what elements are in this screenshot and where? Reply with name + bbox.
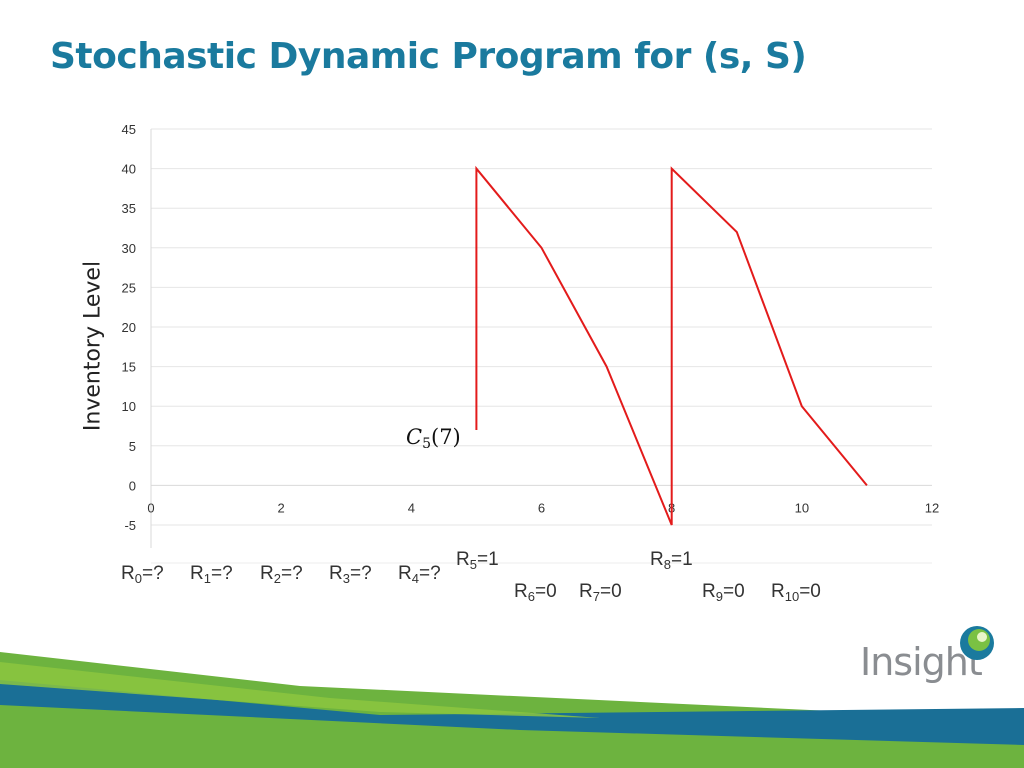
x-tick-label: 12 xyxy=(925,500,939,515)
cost-arg: (7) xyxy=(431,425,461,449)
r-label-value: =1 xyxy=(670,549,693,570)
r-label-subscript: 4 xyxy=(411,571,419,586)
r-label-base: R xyxy=(771,581,785,602)
r-label-base: R xyxy=(190,563,204,584)
r-label-base: R xyxy=(121,563,135,584)
insight-logo-icon xyxy=(960,626,994,660)
r-label-subscript: 7 xyxy=(592,589,600,604)
r-label-subscript: 5 xyxy=(469,557,477,572)
r-label-value: =0 xyxy=(599,581,622,602)
x-tick-label: 6 xyxy=(538,500,545,515)
r-label-subscript: 8 xyxy=(663,557,671,572)
r-label-subscript: 2 xyxy=(273,571,281,586)
footer-blue-band xyxy=(0,680,1024,745)
r-label-base: R xyxy=(260,563,274,584)
r-label-value: =0 xyxy=(799,581,821,602)
y-tick-label: -5 xyxy=(124,518,136,533)
cost-symbol: C xyxy=(406,425,423,449)
footer-swoosh xyxy=(0,652,1024,768)
r-label-value: =1 xyxy=(476,549,499,570)
x-tick-label: 4 xyxy=(408,500,415,515)
y-tick-label: 45 xyxy=(122,122,136,137)
axes xyxy=(150,129,932,564)
r-label-4: R4=? xyxy=(398,563,441,586)
footer-green-band xyxy=(0,652,1024,768)
r-label-base: R xyxy=(329,563,343,584)
r-label-subscript: 6 xyxy=(527,589,535,604)
x-tick-label: 10 xyxy=(795,500,809,515)
r-label-10: R10=0 xyxy=(771,581,821,604)
r-label-subscript: 1 xyxy=(203,571,211,586)
y-tick-label: 20 xyxy=(122,320,136,335)
r-label-base: R xyxy=(702,581,716,602)
r-label-base: R xyxy=(579,581,593,602)
r-label-5: R5=1 xyxy=(456,549,499,572)
y-tick-label: 10 xyxy=(122,399,136,414)
r-label-subscript: 9 xyxy=(715,589,723,604)
y-tick-label: 40 xyxy=(122,162,136,177)
r-label-value: =? xyxy=(349,563,372,584)
r-label-value: =? xyxy=(141,563,164,584)
r-label-6: R6=0 xyxy=(514,581,557,604)
y-tick-label: 15 xyxy=(122,360,136,375)
r-label-2: R2=? xyxy=(260,563,303,586)
r-label-base: R xyxy=(514,581,528,602)
x-tick-label: 2 xyxy=(278,500,285,515)
r-label-subscript: 3 xyxy=(342,571,350,586)
r-label-base: R xyxy=(650,549,664,570)
r-label-9: R9=0 xyxy=(702,581,745,604)
r-label-value: =? xyxy=(210,563,233,584)
y-axis-label: Inventory Level xyxy=(80,260,106,432)
r-label-7: R7=0 xyxy=(579,581,622,604)
y-tick-label: 25 xyxy=(122,280,136,295)
y-tick-label: 0 xyxy=(129,478,136,493)
cost-subscript: 5 xyxy=(422,436,431,452)
r-label-0: R0=? xyxy=(121,563,164,586)
r-label-1: R1=? xyxy=(190,563,233,586)
x-tick-label: 0 xyxy=(147,500,154,515)
slide-title: Stochastic Dynamic Program for (s, S) xyxy=(50,36,807,77)
y-tick-label: 5 xyxy=(129,439,136,454)
r-label-3: R3=? xyxy=(329,563,372,586)
r-label-value: =0 xyxy=(534,581,557,602)
footer-light-band xyxy=(0,662,600,718)
y-tick-label: 35 xyxy=(122,201,136,216)
inventory-series-line xyxy=(475,165,868,526)
r-label-value: =? xyxy=(418,563,441,584)
grid-lines xyxy=(151,128,932,526)
r-label-base: R xyxy=(456,549,470,570)
r-label-value: =? xyxy=(280,563,303,584)
r-label-8: R8=1 xyxy=(650,549,693,572)
r-label-value: =0 xyxy=(722,581,745,602)
r-label-base: R xyxy=(398,563,412,584)
series-lines xyxy=(475,165,868,526)
r-label-subscript: 10 xyxy=(784,589,800,604)
r-label-subscript: 0 xyxy=(134,571,142,586)
cost-annotation: C5(7) xyxy=(406,425,461,452)
y-tick-label: 30 xyxy=(122,241,136,256)
